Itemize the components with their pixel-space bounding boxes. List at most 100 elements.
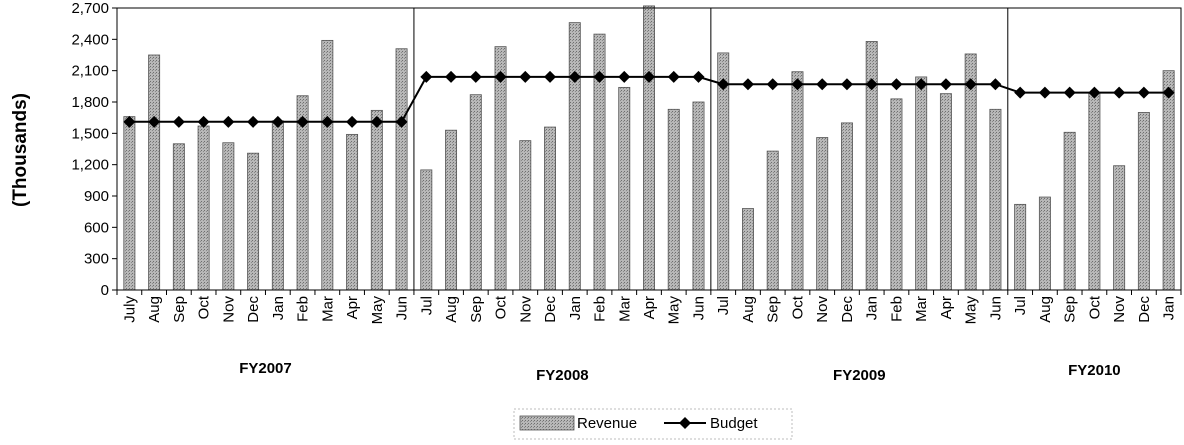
plot-area-frame [116, 7, 1182, 291]
revenue-bar [766, 150, 779, 291]
budget-marker [296, 115, 309, 128]
x-category-label: Aug [146, 296, 163, 323]
y-tick-label: 900 [84, 188, 109, 205]
x-category-label: Nov [1111, 296, 1128, 323]
revenue-bar [519, 140, 532, 291]
budget-marker [618, 70, 631, 83]
revenue-bar [1088, 92, 1101, 291]
revenue-bar [445, 129, 458, 291]
x-category-label: Aug [740, 296, 757, 323]
budget-marker [939, 78, 952, 91]
fiscal-year-label: FY2008 [536, 367, 589, 384]
x-category-label: Mar [913, 296, 930, 322]
budget-marker [1113, 86, 1126, 99]
revenue-bar [1063, 131, 1076, 291]
revenue-bar [346, 133, 359, 291]
budget-marker [346, 115, 359, 128]
x-axis-category-labels: July Aug Sep Oct Nov Dec Jan Feb Mar Apr May Jun Jul… [121, 295, 1177, 324]
budget-marker [717, 78, 730, 91]
revenue-bar [816, 137, 829, 291]
legend-budget-label: Budget [710, 415, 758, 432]
y-tick-label: 1,200 [71, 157, 109, 174]
x-category-label: Jun [394, 296, 411, 320]
budget-marker [667, 70, 680, 83]
budget-marker [741, 78, 754, 91]
revenue-bar [618, 86, 631, 291]
revenue-bar [469, 94, 482, 291]
budget-marker [494, 70, 507, 83]
y-tick-label: 0 [101, 282, 109, 299]
y-axis-ticks: 0 300 600 900 1,200 1,500 1,800 2,100 2,400 2,700 [71, 0, 117, 299]
revenue-bar [692, 101, 705, 291]
x-category-label: Sep [468, 296, 485, 323]
budget-marker [1063, 86, 1076, 99]
revenue-bar [840, 122, 853, 291]
x-category-label: May [963, 296, 980, 325]
budget-marker [123, 115, 136, 128]
budget-marker [989, 78, 1002, 91]
x-category-label: Apr [641, 296, 658, 319]
budget-marker [1137, 86, 1150, 99]
x-category-label: Sep [765, 296, 782, 323]
budget-marker [593, 70, 606, 83]
revenue-bar [742, 208, 754, 291]
x-category-label: Jul [1012, 296, 1029, 315]
x-category-label: Aug [1037, 296, 1054, 323]
chart-legend: Revenue Budget [513, 408, 793, 440]
budget-marker [1162, 86, 1175, 99]
budget-marker [692, 70, 705, 83]
x-category-label: Dec [839, 296, 856, 323]
revenue-bars [123, 5, 1175, 291]
budget-marker [791, 78, 804, 91]
budget-marker [568, 70, 581, 83]
fiscal-year-label: FY2010 [1068, 362, 1121, 379]
x-category-label: Sep [1062, 296, 1079, 323]
budget-marker [222, 115, 235, 128]
budget-marker [865, 78, 878, 91]
y-axis-label: (Thousands) [10, 93, 31, 207]
x-category-label: Jan [1161, 296, 1178, 320]
y-tick-label: 600 [84, 219, 109, 236]
revenue-bar [148, 54, 161, 291]
x-category-label: Oct [196, 295, 213, 319]
x-category-label: July [121, 296, 138, 323]
y-tick-label: 2,700 [71, 0, 109, 17]
x-category-label: Jun [987, 296, 1004, 320]
revenue-bar [1137, 112, 1150, 291]
revenue-bar [915, 76, 928, 291]
revenue-bar [643, 5, 655, 291]
budget-marker [197, 115, 210, 128]
revenue-bar [271, 120, 284, 291]
y-tick-label: 1,500 [71, 125, 109, 142]
revenue-bar [321, 39, 334, 291]
x-category-label: Apr [938, 296, 955, 319]
revenue-bar [989, 108, 1002, 291]
budget-marker [1038, 86, 1051, 99]
y-tick-label: 1,800 [71, 94, 109, 111]
x-category-label: Oct [493, 295, 510, 319]
x-category-label: Jul [715, 296, 732, 315]
fiscal-year-label: FY2009 [833, 367, 886, 384]
revenue-bar [667, 108, 680, 291]
legend-box [513, 408, 793, 440]
x-category-label: Jul [418, 296, 435, 315]
budget-marker [395, 115, 408, 128]
x-category-label: Jun [690, 296, 707, 320]
budget-marker [445, 70, 458, 83]
budget-marker [247, 115, 260, 128]
legend-revenue-swatch [519, 415, 575, 431]
revenue-bar [395, 48, 408, 291]
legend-revenue-label: Revenue [577, 415, 637, 432]
x-category-label: Mar [319, 296, 336, 322]
revenue-bar [939, 93, 952, 291]
budget-marker [271, 115, 284, 128]
revenue-bar [544, 126, 556, 291]
x-category-label: Oct [1086, 295, 1103, 319]
axes [116, 7, 1182, 295]
x-category-label: Jan [864, 296, 881, 320]
revenue-bar [791, 71, 804, 291]
x-category-label: Oct [789, 295, 806, 319]
budget-marker [840, 78, 853, 91]
x-category-label: Aug [443, 296, 460, 323]
